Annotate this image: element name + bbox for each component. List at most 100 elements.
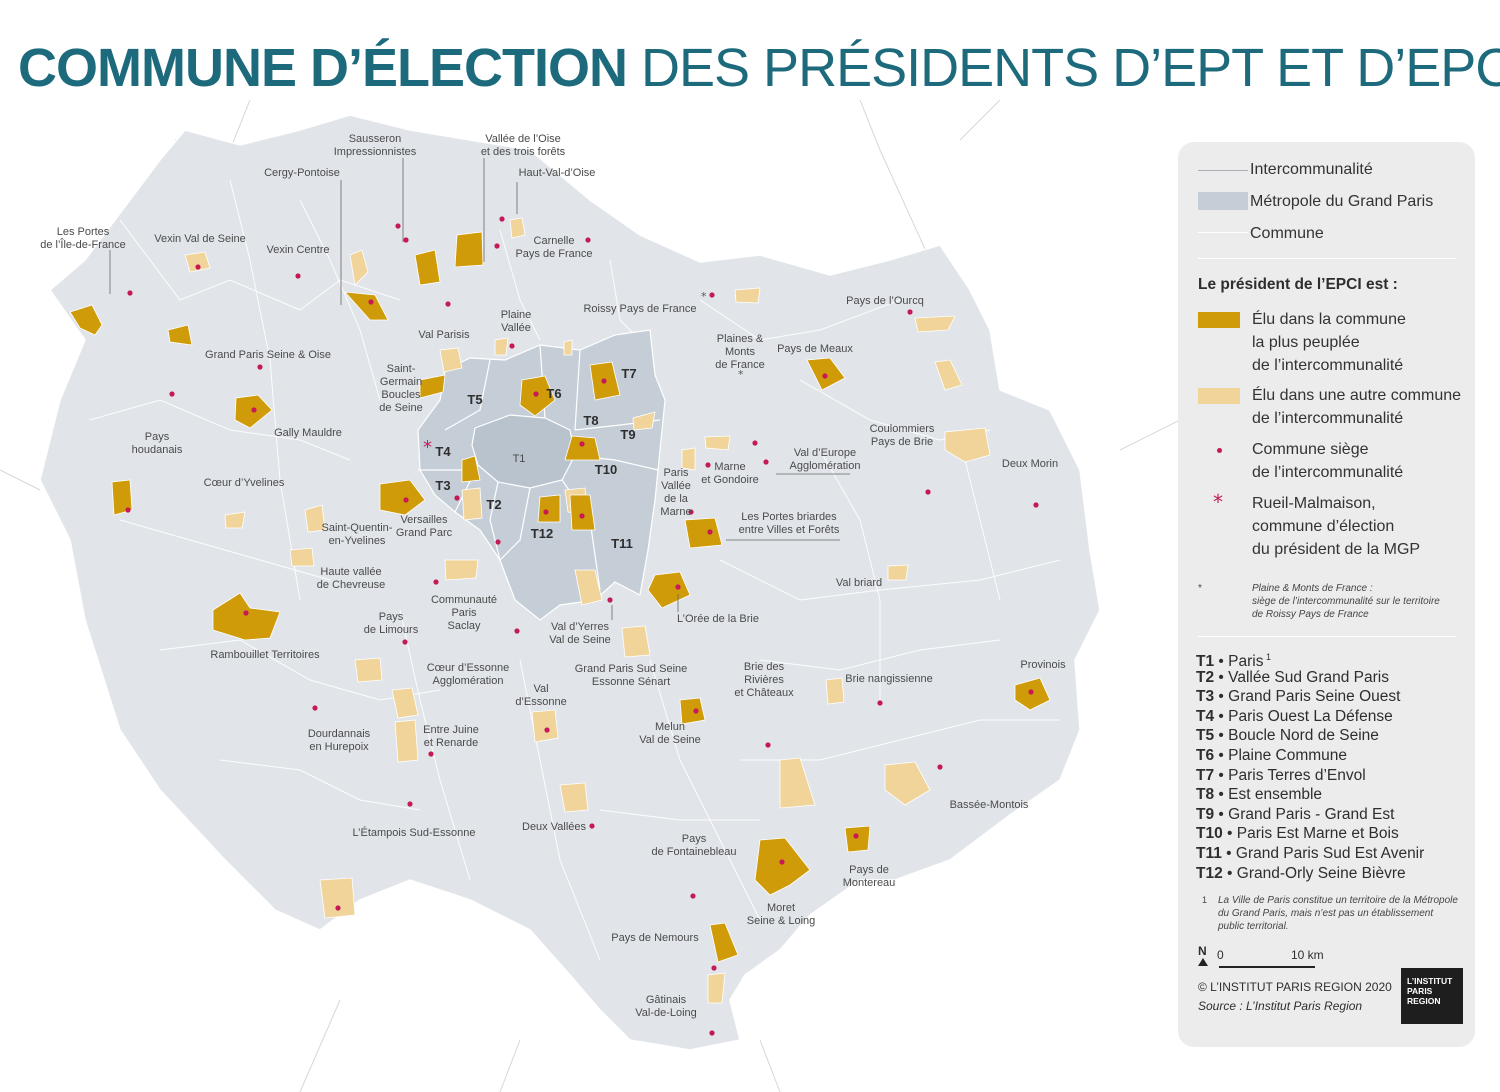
epci-label: Deux Vallées — [522, 821, 586, 833]
epci-label: L’Étampois Sud-Essonne — [353, 826, 476, 839]
epci-label-line: Vexin Val de Seine — [154, 233, 246, 245]
epci-label: Coulommiers Pays de Brie — [870, 423, 935, 448]
epci-label-line: Pays de France — [515, 248, 592, 260]
epci-label-line: en Hurepoix — [309, 741, 369, 753]
epci-label-line: Cœur d’Essonne — [427, 662, 510, 674]
epci-label-line: Brie nangissienne — [845, 673, 932, 685]
epci-label-line: L’Orée de la Brie — [677, 613, 759, 625]
epci-label-line: et Châteaux — [734, 687, 794, 699]
epci-label-line: Montereau — [843, 877, 896, 889]
epci-label: Les Portes de l’Île-de-France — [40, 226, 126, 251]
epci-label-line: Vallée — [501, 322, 531, 334]
epci-label-line: Vallée de l’Oise — [485, 133, 561, 145]
epci-labels: Sausseron Impressionnistes Vallée de l’Ois… — [40, 133, 1066, 1019]
legend-divider — [1198, 636, 1456, 637]
epci-label: Pays houdanais — [132, 431, 183, 456]
areas-elected-populous — [69, 231, 1051, 963]
ept-name: • Grand Paris Seine Ouest — [1214, 688, 1401, 706]
epci-label-line: Communauté — [431, 594, 497, 606]
epci-label: Cœur d’Yvelines — [204, 477, 285, 489]
epci-label-line: Pays de — [849, 864, 889, 876]
legend-text: Élu dans la commune — [1252, 311, 1406, 328]
epci-label-line: Val briard — [836, 577, 882, 589]
ept-list-item: T6 • Plaine Commune — [1196, 746, 1347, 766]
legend-text: Élu dans une autre commune — [1252, 387, 1462, 404]
rueil-asterisk-icon: * — [423, 437, 432, 458]
epci-label-line: Roissy Pays de France — [583, 303, 696, 315]
epci-label-line: Pays de Brie — [871, 436, 933, 448]
epci-label-line: d’Essonne — [515, 696, 566, 708]
epci-label: Gally Mauldre — [274, 427, 342, 439]
legend-line-mgp: Métropole du Grand Paris — [1198, 190, 1468, 212]
epci-label-line: de la — [664, 493, 689, 505]
ept-list: T1 • Paris 1 T2 • Vallée Sud Grand Paris T… — [1178, 648, 1475, 888]
epci-label-line: Cergy-Pontoise — [264, 167, 340, 179]
ept-label-t8: T8 — [583, 413, 598, 428]
epci-label-line: et des trois forêts — [481, 146, 566, 158]
ept-name: • Grand Paris - Grand Est — [1214, 805, 1395, 823]
epci-label: Val d’Europe Agglomération — [790, 447, 861, 472]
ept-list-item: T9 • Grand Paris - Grand Est — [1196, 805, 1394, 825]
ept-list-item: T2 • Vallée Sud Grand Paris — [1196, 668, 1389, 688]
external-borders — [0, 100, 1180, 1092]
ept-list-item: T5 • Boucle Nord de Seine — [1196, 726, 1379, 746]
footnote-line: public territorial. — [1218, 921, 1289, 932]
epci-label: Pays de Meaux — [777, 343, 853, 355]
epci-label-line: Seine & Loing — [747, 915, 816, 927]
epci-label: Val d’Yerres Val de Seine — [549, 621, 611, 646]
epci-label-line: Germain — [380, 376, 422, 388]
title-regular: DES PRÉSIDENTS D’EPT ET D’EPCI — [641, 38, 1500, 98]
legend-label: Intercommunalité — [1250, 161, 1373, 178]
scale-bar: N 0 10 km — [1198, 944, 1398, 972]
line-thin-gray-icon — [1198, 170, 1248, 171]
epci-label-line: Val de Seine — [549, 634, 611, 646]
epci-label-line: Grand Paris Sud Seine — [575, 663, 688, 675]
epci-label-line: Deux Vallées — [522, 821, 586, 833]
epci-label: Vexin Val de Seine — [154, 233, 246, 245]
ept-label-t6: T6 — [546, 386, 561, 401]
epci-label-line: Carnelle — [534, 235, 575, 247]
epci-label: Dourdannais en Hurepoix — [308, 728, 371, 753]
legend-text: Commune siège — [1252, 441, 1369, 458]
ept-label-t12: T12 — [531, 526, 553, 541]
legend-text: commune d’élection — [1252, 518, 1395, 535]
legend-divider — [1198, 258, 1456, 259]
epci-label-line: Val de Seine — [639, 734, 701, 746]
ept-label-t3: T3 — [435, 478, 450, 493]
ept-label-t10: T10 — [595, 462, 617, 477]
ept-name: • Grand-Orly Seine Bièvre — [1222, 864, 1406, 882]
ept-label-t9: T9 — [620, 427, 635, 442]
epci-label: Cergy-Pontoise — [264, 167, 340, 179]
commune-seat-dots — [125, 216, 1039, 1036]
epci-label-line: de France — [715, 359, 765, 371]
epci-label: Brie des Rivières et Châteaux — [734, 661, 794, 699]
epci-label: Gâtinais Val-de-Loing — [635, 994, 697, 1019]
epci-label-line: Dourdannais — [308, 728, 371, 740]
footnote-marker: 1 — [1202, 895, 1208, 905]
epci-label-line: Vexin Centre — [267, 244, 330, 256]
epci-label-line: Plaines & — [717, 333, 764, 345]
epci-label-line: Bassée-Montois — [950, 799, 1029, 811]
ept-label-t11: T11 — [611, 536, 633, 551]
red-asterisk-icon: * — [1213, 490, 1223, 514]
ept-list-item: T12 • Grand-Orly Seine Bièvre — [1196, 864, 1406, 884]
epci-label-line: entre Villes et Forêts — [739, 524, 840, 536]
epci-label-line: Coulommiers — [870, 423, 935, 435]
epci-label: Pays de l’Ourcq — [846, 295, 924, 307]
scale-zero: 0 — [1217, 948, 1224, 962]
ept-code: T11 — [1196, 845, 1222, 862]
legend-text: de l’intercommunalité — [1252, 410, 1404, 427]
ept-name: • Paris Est Marne et Bois — [1222, 825, 1399, 843]
ept-code: T1 — [1196, 653, 1215, 671]
ept-list-item: T3 • Grand Paris Seine Ouest — [1196, 687, 1400, 707]
ept-labels: T1 T2 T3 T4 T5 T6 T7 T8 T9 T10 T11 T12 — [435, 366, 636, 551]
ept-code: T8 — [1196, 786, 1215, 804]
epci-label: Les Portes briardes entre Villes et Forêt… — [739, 511, 840, 536]
legend-line-commune: Commune — [1198, 222, 1468, 242]
epci-label: Moret Seine & Loing — [747, 902, 816, 927]
ept-list-item: T11 • Grand Paris Sud Est Avenir — [1196, 844, 1424, 864]
ept-name: • Grand Paris Sud Est Avenir — [1221, 845, 1425, 862]
footnote-line: du Grand Paris, mais n’est pas un établi… — [1218, 908, 1434, 919]
north-label: N — [1198, 944, 1207, 958]
epci-label: Grand Paris Seine & Oise — [205, 349, 331, 361]
